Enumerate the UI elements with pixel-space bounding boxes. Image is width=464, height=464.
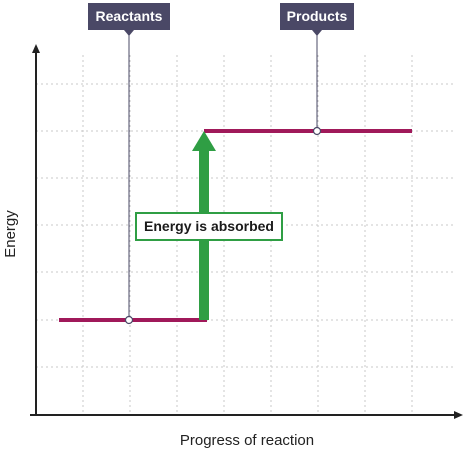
x-axis-label: Progress of reaction (180, 432, 314, 449)
axes (30, 44, 463, 419)
reactants-marker (124, 315, 134, 325)
products-callout: Products (280, 3, 354, 130)
products-label: Products (287, 8, 348, 24)
x-axis-arrowhead (454, 411, 463, 419)
y-axis-arrowhead (32, 44, 40, 53)
reactants-label: Reactants (96, 8, 163, 24)
reactants-label-pointer (124, 30, 134, 36)
energy-arrow-head (192, 131, 216, 151)
annotation-box: Energy is absorbed (135, 212, 283, 241)
products-marker (312, 126, 322, 136)
reactants-callout: Reactants (88, 3, 170, 318)
products-label-pointer (312, 30, 322, 36)
products-label-box (280, 3, 354, 30)
annotation-label: Energy is absorbed (144, 218, 274, 234)
reactants-label-box (88, 3, 170, 30)
annotation-frame (135, 212, 283, 241)
y-axis-label: Energy (2, 210, 19, 258)
